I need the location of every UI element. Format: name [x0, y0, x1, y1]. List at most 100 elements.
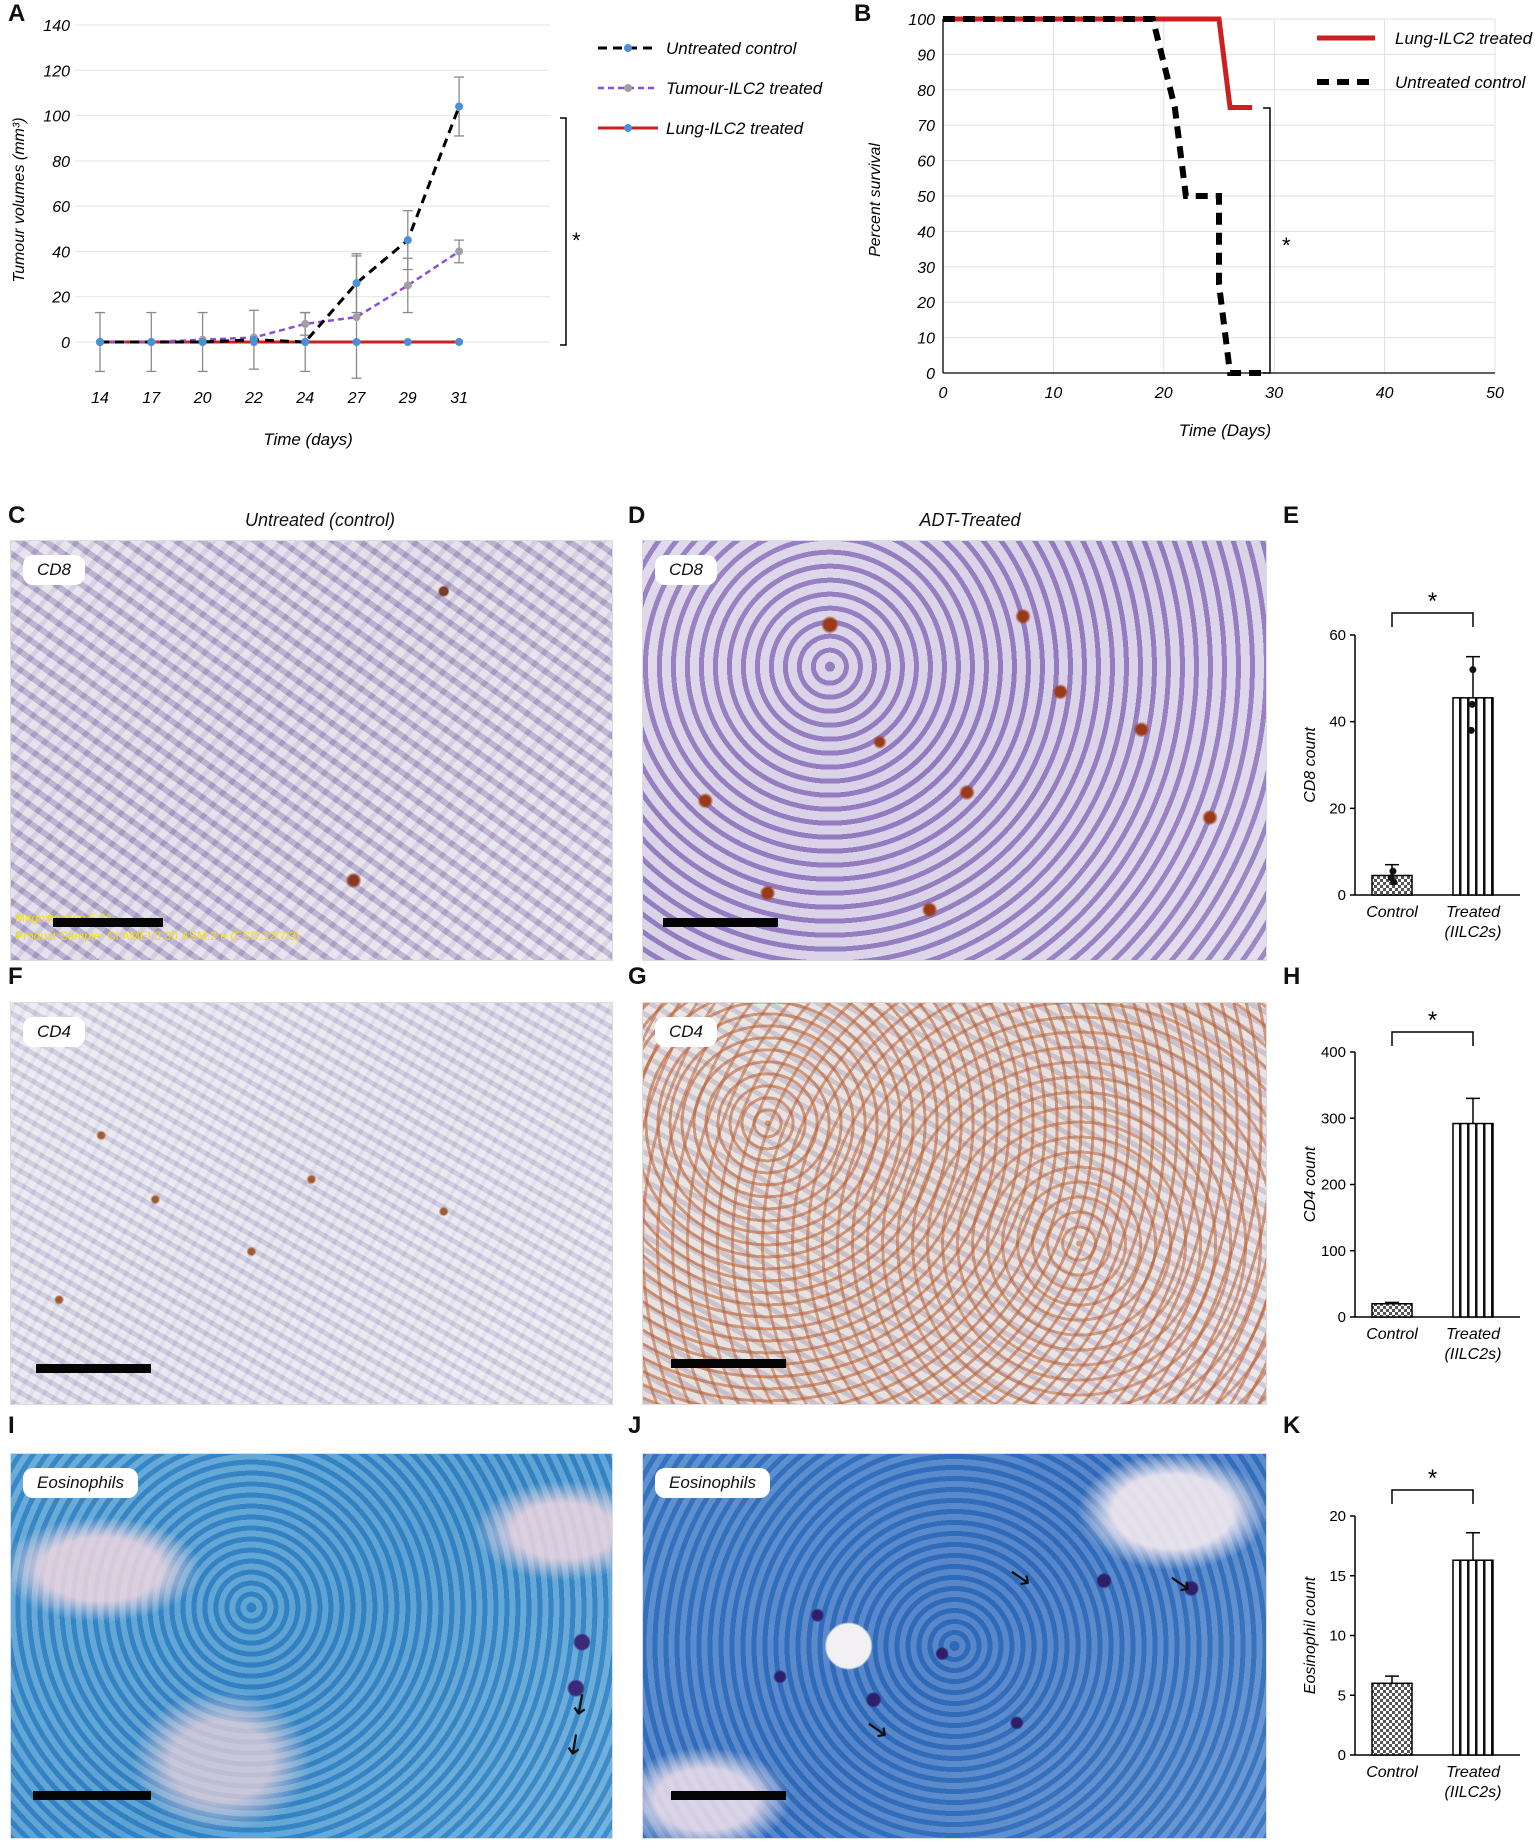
arrow-icon: ↙ [555, 1723, 593, 1763]
data-point [353, 313, 361, 321]
y-tick-label: 80 [52, 154, 70, 171]
micrograph-c-overlay-text-2: Product Sample: Cl.AMEL3.30.ASM.2.e (ESD… [15, 929, 300, 943]
data-point [1469, 666, 1476, 673]
y-tick-label: 400 [1321, 1044, 1346, 1061]
data-point [96, 338, 104, 346]
significance-bracket [1392, 613, 1473, 627]
x-tick-label: 29 [398, 390, 417, 407]
y-axis-label: Eosinophil count [1302, 1576, 1319, 1694]
arrow-icon: ↘ [862, 1710, 891, 1747]
chart-a-x-axis-label: Time (days) [263, 430, 353, 449]
y-tick-label: 200 [1321, 1177, 1346, 1194]
panel-label-d: D [628, 502, 645, 530]
y-tick-label: 0 [926, 366, 935, 383]
data-point [147, 338, 155, 346]
stain-tag-d: CD8 [655, 555, 717, 585]
y-tick-label: 40 [1329, 714, 1346, 731]
x-tick-label: 40 [1376, 385, 1394, 402]
micrograph-g-cd4-treated: CD4 [642, 1002, 1267, 1405]
micrograph-i-eosinophils-control: Eosinophils ↙ ↙ [10, 1453, 613, 1839]
chart-b-y-axis-label: Percent survival [867, 143, 884, 257]
data-point [1389, 868, 1396, 875]
arrow-icon: ↙ [561, 1683, 599, 1723]
y-tick-label: 0 [1338, 1309, 1346, 1326]
chart-b-axes: 0 10 20 30 40 50 60 70 80 90 100 0 10 20 30 40 50 [908, 12, 1504, 402]
y-tick-label: 30 [917, 260, 935, 277]
data-point [353, 279, 361, 287]
y-tick-label: 5 [1338, 1687, 1346, 1704]
x-tick-label: Treated (IILC2s) [1445, 1764, 1502, 1801]
y-tick-label: 300 [1321, 1110, 1346, 1127]
x-tick-label: 14 [91, 390, 109, 407]
x-tick-label: 17 [142, 390, 161, 407]
y-axis-label: CD8 count [1302, 727, 1319, 803]
chart-a-y-axis-label: Tumour volumes (mm³) [11, 117, 28, 282]
chart-a-significance-bracket [560, 118, 566, 345]
stain-tag-g: CD4 [655, 1017, 717, 1047]
data-point [404, 236, 412, 244]
legend-label: Untreated control [666, 39, 798, 58]
panel-title-untreated-control: Untreated (control) [200, 510, 440, 531]
x-tick-label: Control [1366, 1764, 1418, 1781]
x-tick-label: 24 [295, 390, 314, 407]
x-tick-label: Control [1366, 1326, 1418, 1343]
legend-marker [624, 84, 632, 92]
cd8-count-bar-chart: 0 20 40 60 CD8 count Control Treated (IILC2s) * [1275, 540, 1533, 970]
y-tick-label: 140 [43, 18, 70, 35]
legend-label: Tumour-ILC2 treated [666, 79, 823, 98]
data-point [301, 320, 309, 328]
data-point [353, 338, 361, 346]
y-tick-label: 0 [61, 335, 70, 352]
y-tick-label: 120 [43, 63, 70, 80]
x-tick-label: Treated (IILC2s) [1445, 1326, 1502, 1363]
arrow-icon: ↘ [1005, 1558, 1034, 1595]
bar [1372, 1683, 1412, 1755]
x-tick-label: 31 [450, 390, 468, 407]
x-tick-label: 22 [244, 390, 263, 407]
chart-a-legend: Untreated control Tumour-ILC2 treated Lung… [598, 39, 823, 138]
panel-label-j: J [628, 1412, 641, 1440]
y-tick-label: 20 [916, 295, 935, 312]
micrograph-j-eosinophils-treated: Eosinophils ↘ ↘ ↘ [642, 1453, 1267, 1839]
bar [1372, 1304, 1412, 1317]
cd4-count-bar-chart: 0 100 200 300 400 CD4 count Control Treated (IIL… [1275, 1000, 1533, 1415]
panel-label-k: K [1283, 1412, 1300, 1440]
chart-b-significance-star: * [1282, 233, 1291, 258]
y-tick-label: 50 [917, 189, 935, 206]
x-tick-label: 10 [1045, 385, 1063, 402]
survival-line-0 [943, 19, 1252, 108]
bar [1453, 1560, 1493, 1755]
data-point [1469, 701, 1476, 708]
chart-b-significance-bracket [1263, 108, 1270, 373]
y-tick-label: 40 [52, 244, 70, 261]
data-point [1388, 874, 1395, 881]
stain-tag-j: Eosinophils [655, 1468, 770, 1498]
legend-label: Lung-ILC2 treated [666, 119, 804, 138]
data-point [301, 338, 309, 346]
panel-label-g: G [628, 963, 647, 991]
y-tick-label: 15 [1329, 1568, 1346, 1585]
legend-marker [624, 124, 632, 132]
chart-b-legend: Lung-ILC2 treatedUntreated control [1317, 29, 1533, 92]
x-tick-label: 20 [1154, 385, 1173, 402]
panel-label-c: C [8, 502, 25, 530]
tumour-volume-chart: 0 20 40 60 80 100 120 140 14 17 20 22 24 27 29 31 Untre… [0, 0, 850, 470]
panel-label-e: E [1283, 502, 1299, 530]
stain-tag-i: Eosinophils [23, 1468, 138, 1498]
y-tick-label: 60 [1329, 627, 1346, 644]
y-tick-label: 20 [51, 290, 70, 307]
data-point [404, 338, 412, 346]
y-tick-label: 40 [917, 224, 935, 241]
data-point [250, 336, 258, 344]
data-point [1468, 727, 1475, 734]
x-tick-label: 0 [939, 385, 948, 402]
chart-a-series [95, 77, 464, 378]
stain-tag-c: CD8 [23, 555, 85, 585]
panel-label-f: F [8, 963, 23, 991]
scale-bar-d [663, 918, 778, 927]
significance-bracket [1392, 1490, 1473, 1504]
y-tick-label: 100 [908, 12, 935, 29]
stain-tag-f: CD4 [23, 1017, 85, 1047]
significance-star: * [1428, 1465, 1437, 1492]
data-point [455, 338, 463, 346]
